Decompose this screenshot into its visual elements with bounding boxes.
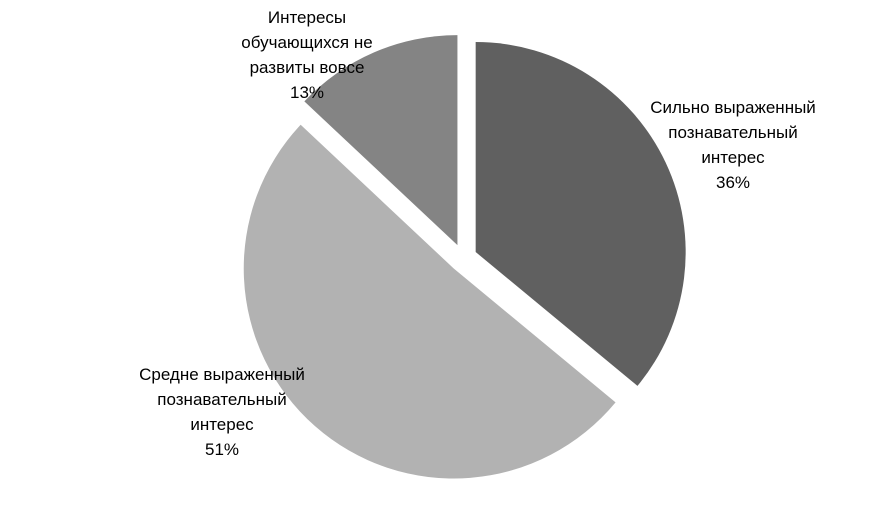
- value-label: 51%: [204, 440, 240, 459]
- pie-slice: [243, 124, 616, 479]
- pie-slice: [475, 42, 686, 386]
- value-label: 13%: [289, 83, 325, 102]
- category-label: Сильно выраженный познавательный интерес: [650, 98, 816, 167]
- category-label: Средне выраженный познавательный интерес: [139, 365, 305, 434]
- value-label: 36%: [715, 173, 751, 192]
- slice-label: Интересы обучающихся не развиты вовсе 13%: [222, 5, 392, 105]
- slice-label: Средне выраженный познавательный интерес…: [137, 362, 307, 462]
- pie-slice: [304, 35, 458, 246]
- slice-label: Сильно выраженный познавательный интерес…: [648, 95, 818, 195]
- category-label: Интересы обучающихся не развиты вовсе: [241, 8, 373, 77]
